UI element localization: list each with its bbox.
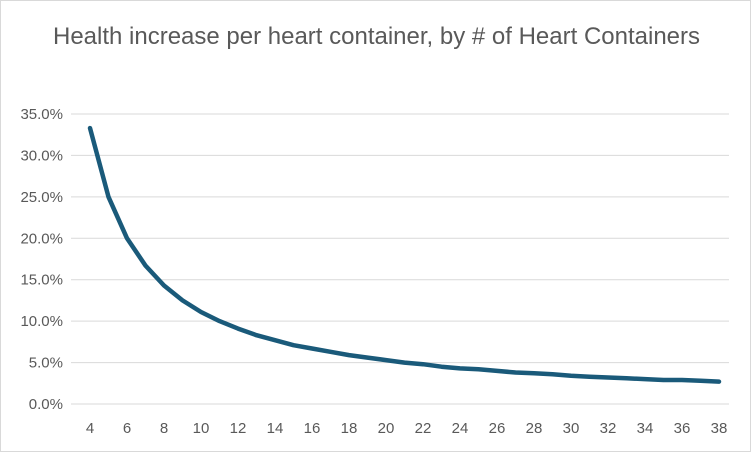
chart-title: Health increase per heart container, by … [52,23,701,50]
y-tick-label: 5.0% [29,355,63,372]
x-tick-label: 32 [600,420,617,437]
x-tick-label: 22 [415,420,432,437]
x-tick-label: 8 [160,420,168,437]
y-tick-label: 10.0% [20,313,63,330]
y-tick-label: 25.0% [20,189,63,206]
x-tick-label: 36 [674,420,691,437]
x-tick-label: 28 [526,420,543,437]
x-tick-label: 24 [452,420,469,437]
y-tick-label: 30.0% [20,147,63,164]
series-line [87,125,722,384]
x-tick-label: 10 [193,420,210,437]
x-tick-label: 6 [123,420,131,437]
x-tick-label: 18 [341,420,358,437]
y-tick-label: 15.0% [20,272,63,289]
x-tick-label: 26 [489,420,506,437]
x-tick-label: 16 [304,420,321,437]
x-tick-label: 4 [86,420,94,437]
x-tick-label: 30 [563,420,580,437]
x-tick-label: 12 [230,420,247,437]
x-tick-label: 34 [637,420,654,437]
x-tick-label: 38 [711,420,728,437]
x-tick-label: 20 [378,420,395,437]
y-tick-label: 35.0% [20,106,63,123]
y-tick-label: 0.0% [29,396,63,413]
y-tick-label: 20.0% [20,230,63,247]
x-tick-label: 14 [267,420,284,437]
